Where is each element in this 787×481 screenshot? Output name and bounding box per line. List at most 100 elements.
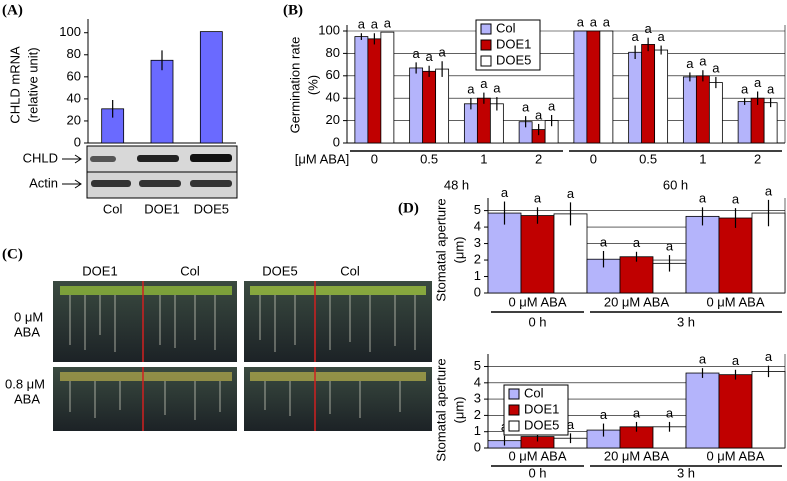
significance-letter: a (658, 29, 666, 44)
y-axis-label: Stomatal aperture (433, 358, 448, 461)
photo-row-label: 0.8 μM (5, 376, 45, 391)
photo-row-label: ABA (14, 391, 40, 406)
y-tick-label: 3 (474, 235, 481, 250)
photo-label: DOE5 (262, 263, 297, 278)
significance-letter: a (426, 49, 434, 64)
bar (487, 212, 522, 294)
significance-letter: a (535, 107, 543, 122)
significance-letter: a (754, 75, 762, 90)
significance-letter: a (741, 82, 749, 97)
bar (476, 97, 491, 144)
y-tick-label: 40 (326, 90, 340, 105)
significance-letter: a (765, 349, 773, 364)
bar (367, 38, 382, 144)
significance-letter: a (413, 46, 421, 61)
significance-letter: a (577, 14, 585, 29)
legend-label: DOE5 (496, 52, 531, 67)
y-axis-label: Stomatal aperture (433, 198, 448, 301)
y-tick-label: 100 (318, 22, 340, 37)
x-tick-label: 2 (535, 151, 542, 166)
legend-swatch (508, 420, 520, 432)
x-tick-label: 20 μM ABA (604, 294, 670, 309)
y-tick-label: 1 (474, 423, 481, 438)
y-tick-label: 80 (67, 46, 81, 61)
bar (695, 75, 710, 144)
y-tick-label: 3 (474, 391, 481, 406)
y-axis-label: (μm) (451, 237, 466, 264)
x-tick-label: 2 (754, 151, 761, 166)
significance-letter: a (732, 353, 740, 368)
bar (685, 372, 720, 449)
blot (62, 145, 238, 199)
x-tick-label: 0.5 (639, 151, 657, 166)
x-tick-label: DOE5 (194, 201, 229, 216)
significance-letter: a (439, 45, 447, 60)
bar (599, 30, 614, 144)
significance-letter: a (732, 192, 740, 207)
significance-letter: a (712, 60, 720, 75)
x-axis-label: [μM ABA] (295, 151, 349, 166)
significance-letter: a (600, 407, 608, 422)
bar (718, 217, 753, 294)
bar (737, 101, 752, 144)
bar (150, 59, 174, 144)
significance-letter: a (686, 56, 694, 71)
significance-letter: a (632, 29, 640, 44)
y-tick-label: 20 (67, 112, 81, 127)
bar (463, 103, 478, 144)
x-tick-label: Col (103, 201, 123, 216)
y-tick-label: 40 (67, 90, 81, 105)
y-tick-label: 0 (74, 134, 81, 149)
bar (682, 76, 697, 144)
legend-swatch (480, 23, 492, 35)
x-tick-label: 1 (699, 151, 706, 166)
y-tick-label: 20 (326, 112, 340, 127)
significance-letter: a (767, 82, 775, 97)
significance-letter: a (600, 234, 608, 249)
significance-letter: a (666, 239, 674, 254)
photo-row-label: 0 μM (14, 309, 43, 324)
significance-letter: a (522, 100, 530, 115)
y-axis-label: CHLD mRNA (7, 46, 22, 124)
y-tick-label: 2 (474, 251, 481, 266)
significance-letter: a (534, 191, 542, 206)
legend-swatch (508, 388, 520, 400)
group-label: 0 h (528, 465, 546, 480)
significance-letter: a (358, 17, 366, 32)
photo-label: Col (180, 263, 200, 278)
bar (641, 44, 656, 144)
significance-letter: a (603, 14, 611, 29)
photo-label: Col (340, 263, 360, 278)
bar (619, 256, 654, 294)
bar (573, 30, 588, 144)
y-tick-label: 5 (474, 358, 481, 373)
bar (751, 212, 786, 294)
significance-letter: a (467, 82, 475, 97)
legend-label: DOE1 (496, 36, 531, 51)
significance-letter: a (765, 183, 773, 198)
bar (708, 82, 723, 144)
bar (409, 67, 424, 144)
significance-letter: a (384, 16, 392, 31)
bar (520, 215, 555, 294)
y-tick-label: 0 (474, 439, 481, 454)
significance-letter: a (699, 54, 707, 69)
significance-letter: a (699, 191, 707, 206)
bar (422, 70, 437, 144)
panel-label: (C) (2, 246, 23, 262)
significance-letter: a (567, 417, 575, 432)
photo (53, 281, 432, 431)
panel-label: (B) (283, 2, 303, 18)
legend-swatch (480, 55, 492, 67)
significance-letter: a (567, 186, 575, 201)
significance-letter: a (493, 81, 501, 96)
significance-letter: a (699, 352, 707, 367)
y-tick-label: 0 (333, 134, 340, 149)
x-tick-label: 0 μM ABA (706, 294, 764, 309)
y-tick-label: 4 (474, 374, 481, 389)
x-tick-label: 0 μM ABA (706, 448, 764, 463)
legend-swatch (508, 404, 520, 416)
photo-row-label: ABA (14, 324, 40, 339)
legend-label: DOE5 (524, 417, 559, 432)
